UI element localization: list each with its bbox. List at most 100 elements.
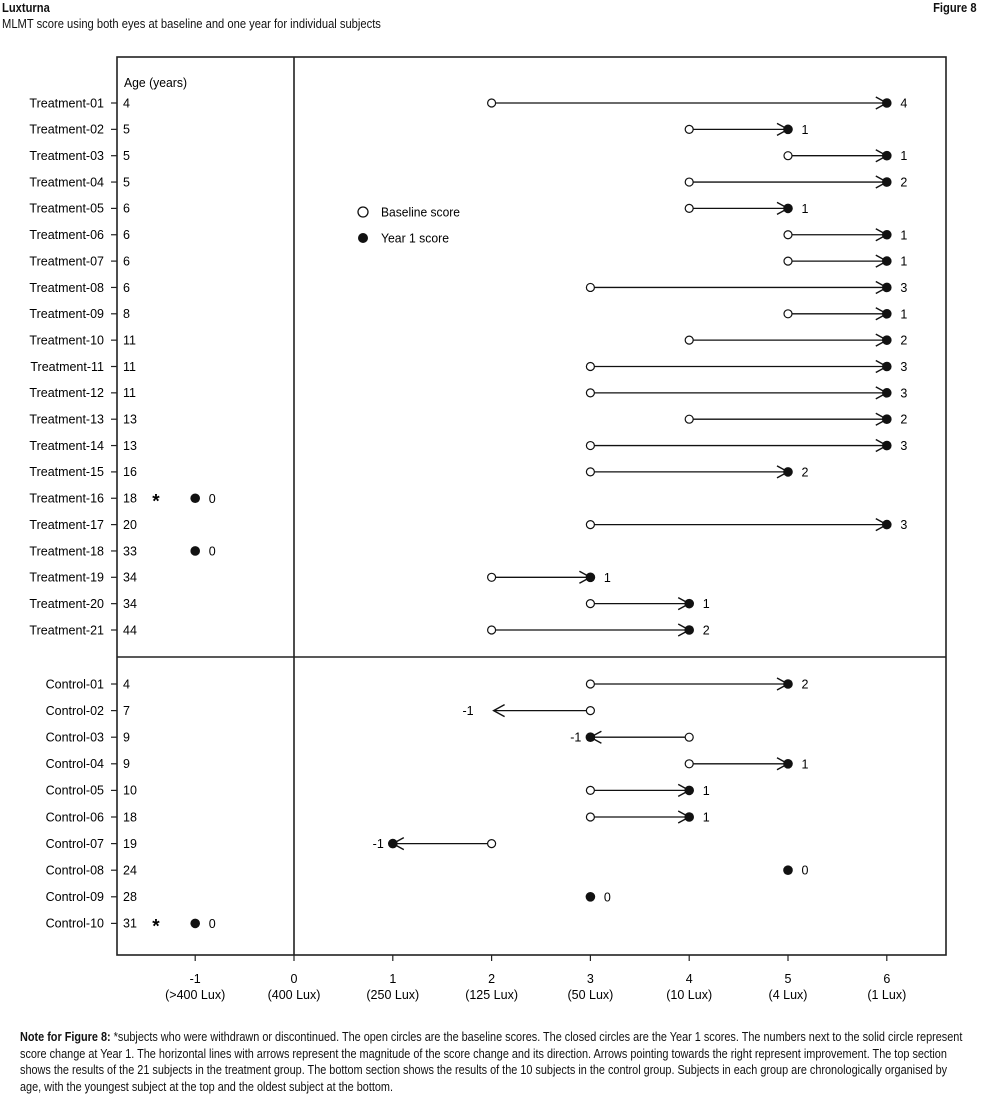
x-tick-label: 5 (785, 972, 792, 986)
x-tick-sublabel: (125 Lux) (465, 988, 518, 1002)
age-value: 18 (123, 492, 137, 506)
baseline-marker (487, 838, 497, 849)
x-tick-label: 0 (291, 972, 298, 986)
x-tick-label: 3 (587, 972, 594, 986)
x-tick-group: -1 (>400 Lux) (165, 955, 225, 1002)
baseline-marker (585, 467, 596, 477)
x-tick-sublabel: (250 Lux) (366, 988, 419, 1002)
subject-label: Treatment-09 (29, 307, 104, 321)
age-value: 44 (123, 623, 137, 637)
x-tick-group: 0 (400 Lux) (268, 955, 320, 1002)
legend-year1-label: Year 1 score (381, 232, 449, 246)
withdrawn-marker: * (152, 916, 160, 937)
subject-label: Treatment-11 (30, 360, 104, 374)
control-row: Control-07 19 -1 (46, 837, 497, 851)
treatment-row: Treatment-03 5 1 (29, 149, 907, 163)
change-arrowhead (492, 703, 505, 718)
baseline-marker (783, 151, 793, 161)
subject-label: Control-06 (46, 810, 104, 824)
subject-label: Treatment-04 (29, 175, 104, 189)
baseline-marker (585, 599, 596, 609)
subject-label: Control-09 (46, 890, 104, 904)
year1-marker (882, 519, 892, 530)
x-tick-sublabel: (10 Lux) (666, 988, 712, 1002)
year1-marker (684, 598, 694, 609)
treatment-row: Treatment-12 11 3 (29, 386, 907, 400)
control-row: Control-04 9 1 (46, 757, 809, 771)
year1-marker (684, 785, 694, 796)
year1-marker (783, 865, 793, 875)
change-label: 1 (703, 784, 710, 798)
change-label: 2 (900, 413, 907, 427)
year1-marker (585, 572, 596, 583)
age-value: 7 (123, 704, 130, 718)
baseline-marker (783, 256, 793, 266)
treatment-row: Treatment-02 5 1 (29, 123, 808, 137)
change-label: 3 (900, 281, 907, 295)
baseline-marker (585, 705, 596, 716)
year1-marker (882, 177, 892, 187)
treatment-row: Treatment-18 33 0 (29, 544, 215, 558)
year1-marker (783, 203, 793, 214)
age-value: 6 (123, 254, 130, 268)
change-label: 1 (703, 597, 710, 611)
change-label: 3 (900, 386, 907, 400)
control-row: Control-01 4 2 (46, 677, 809, 691)
baseline-marker (684, 759, 694, 769)
x-tick-group: 6 (1 Lux) (867, 955, 906, 1002)
treatment-row: Treatment-07 6 1 (29, 254, 907, 268)
change-label: 1 (802, 123, 809, 137)
subject-label: Treatment-21 (29, 623, 104, 637)
baseline-marker (684, 732, 694, 742)
change-label: 0 (209, 917, 216, 931)
change-label: 0 (209, 492, 216, 506)
change-label: -1 (462, 704, 473, 718)
legend: Baseline score Year 1 score (357, 206, 460, 246)
subject-label: Treatment-08 (29, 281, 104, 295)
age-value: 33 (123, 544, 137, 558)
treatment-row: Treatment-09 8 1 (29, 307, 907, 321)
age-value: 9 (123, 757, 130, 771)
treatment-row: Treatment-16 18 * 0 (29, 491, 215, 512)
year1-marker (684, 625, 694, 635)
baseline-marker (585, 361, 596, 372)
subject-label: Treatment-19 (29, 571, 104, 585)
subject-label: Treatment-01 (29, 96, 104, 110)
baseline-marker (585, 440, 596, 451)
age-value: 18 (123, 810, 137, 824)
treatment-row: Treatment-19 34 1 (29, 571, 611, 585)
treatment-row: Treatment-13 13 2 (29, 413, 907, 427)
control-row: Control-08 24 0 (46, 864, 809, 878)
age-value: 9 (123, 731, 130, 745)
plot-frame (116, 56, 947, 956)
control-row: Control-02 7 -1 (46, 703, 596, 718)
treatment-row: Treatment-10 11 2 (29, 333, 907, 347)
x-tick-group: 4 (10 Lux) (666, 955, 712, 1002)
change-label: 1 (900, 307, 907, 321)
year1-marker (882, 98, 892, 108)
baseline-marker (585, 282, 596, 293)
subject-label: Treatment-06 (29, 228, 104, 242)
change-label: 3 (900, 360, 907, 374)
baseline-marker (585, 785, 596, 796)
subject-label: Treatment-05 (29, 202, 104, 216)
change-label: 1 (703, 811, 710, 825)
year1-marker (783, 679, 793, 689)
subject-label: Control-07 (46, 837, 104, 851)
change-label: 0 (209, 544, 216, 558)
subject-label: Treatment-02 (29, 123, 104, 137)
change-label: 2 (900, 176, 907, 190)
year1-marker (882, 414, 892, 425)
legend-open-marker (357, 206, 369, 218)
year1-marker (882, 282, 892, 293)
baseline-marker (783, 309, 793, 319)
change-label: 1 (802, 202, 809, 216)
age-value: 19 (123, 837, 137, 851)
mlmt-chart: Age (years) Baseline score Year 1 score … (29, 56, 947, 1002)
subject-label: Treatment-07 (29, 254, 104, 268)
age-value: 34 (123, 571, 137, 585)
subject-label: Control-08 (46, 864, 104, 878)
chart-title: MLMT score using both eyes at baseline a… (2, 16, 381, 31)
subject-label: Control-05 (46, 784, 104, 798)
subject-label: Control-01 (46, 677, 104, 691)
